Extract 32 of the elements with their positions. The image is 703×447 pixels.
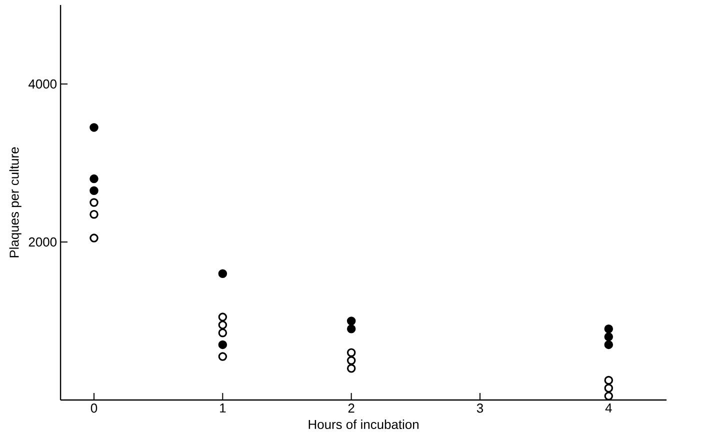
y-axis-title: Plaques per culture (9, 147, 22, 258)
point (346, 364, 356, 373)
x-tick-label: 2 (348, 404, 354, 413)
y-tick-label: 2000 (28, 237, 57, 247)
point (604, 340, 614, 350)
x-tick-label: 1 (220, 404, 226, 412)
point (604, 384, 614, 393)
point (218, 312, 228, 322)
point (346, 356, 356, 365)
point (346, 348, 356, 357)
point (346, 324, 356, 334)
point (346, 316, 356, 326)
point (604, 376, 614, 385)
point (604, 324, 614, 334)
point (90, 198, 98, 207)
point (218, 269, 228, 278)
point (90, 123, 98, 132)
x-tick-label: 3 (476, 404, 484, 413)
point (90, 210, 98, 219)
x-axis-title: Hours of incubation (308, 420, 418, 430)
point (218, 328, 228, 338)
y-tick-label: 4000 (28, 79, 57, 89)
x-tick-label: 4 (605, 404, 612, 412)
point (218, 320, 228, 330)
point (218, 340, 228, 350)
point (218, 352, 228, 361)
point (604, 332, 614, 342)
point (90, 234, 98, 242)
point (90, 186, 98, 196)
point (604, 392, 614, 400)
x-tick-label: 0 (90, 404, 98, 413)
point (90, 174, 98, 184)
